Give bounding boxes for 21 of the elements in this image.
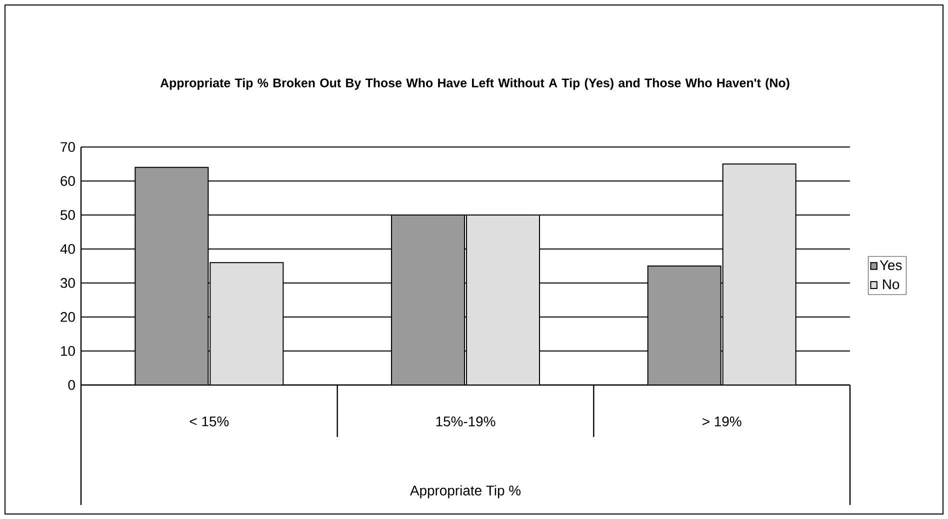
x-tick-label: < 15% bbox=[190, 416, 229, 426]
y-tick-label: 40 bbox=[60, 244, 75, 254]
y-tick-label: 30 bbox=[60, 278, 75, 288]
y-tick-label: 70 bbox=[60, 142, 75, 152]
y-tick-label: 0 bbox=[68, 380, 75, 390]
legend-label: No bbox=[883, 280, 900, 290]
x-tick-label: 15%-19% bbox=[436, 416, 496, 426]
chart-title: Appropriate Tip % Broken Out By Those Who Have Left Without A Tip (Yes) and Those Who Haven't (No) bbox=[160, 78, 790, 90]
bar bbox=[391, 214, 466, 385]
bar bbox=[722, 163, 796, 385]
x-tick-label: > 19% bbox=[702, 416, 742, 426]
bar bbox=[210, 262, 284, 385]
y-tick-label: 20 bbox=[60, 312, 75, 322]
x-axis-title: Appropriate Tip % bbox=[410, 485, 521, 498]
y-tick-label: 10 bbox=[61, 346, 75, 356]
bar bbox=[134, 166, 209, 385]
y-tick-label: 50 bbox=[60, 210, 75, 220]
legend-label: Yes bbox=[880, 260, 902, 270]
bar bbox=[466, 214, 540, 385]
y-tick-label: 60 bbox=[60, 176, 75, 186]
bar bbox=[647, 265, 722, 385]
